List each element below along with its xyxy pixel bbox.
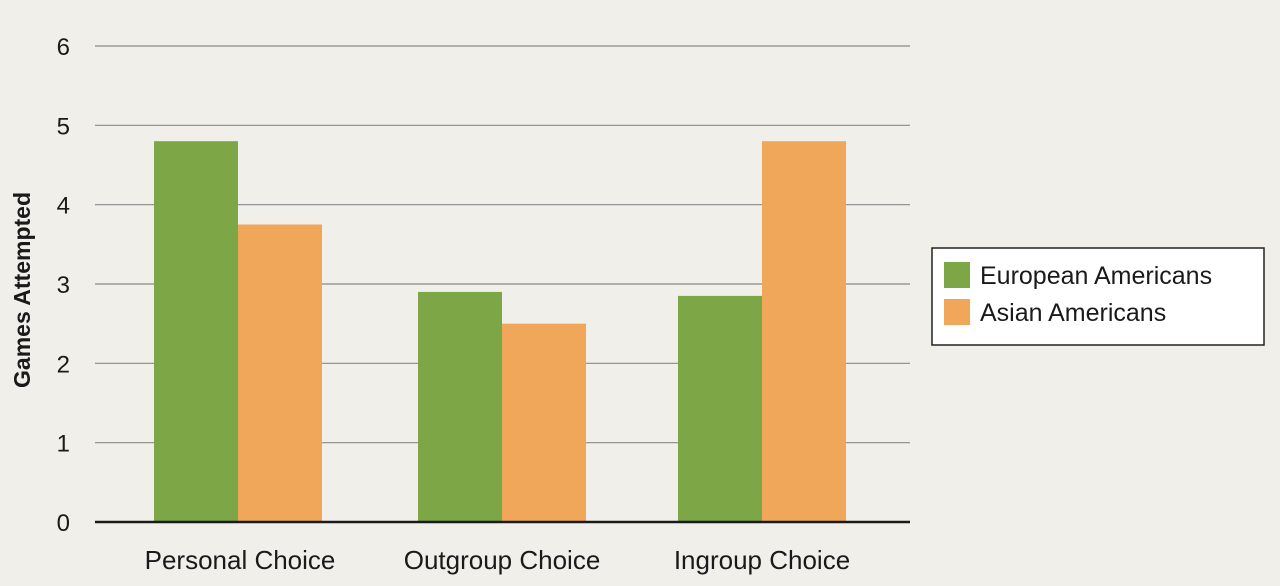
legend-swatch	[944, 299, 970, 325]
legend-label: Asian Americans	[980, 299, 1166, 327]
bar-asian-americans	[502, 323, 586, 522]
bar-european-americans	[154, 141, 238, 522]
x-category-label: Ingroup Choice	[674, 545, 850, 575]
y-tick-label: 3	[57, 272, 70, 299]
bar-european-americans	[678, 295, 762, 522]
y-tick-label: 5	[57, 113, 70, 140]
axes: 0 1 2 3 4 5 6 Personal Choice Outgroup Choice Ing…	[57, 34, 910, 575]
x-category-label: Outgroup Choice	[404, 545, 601, 575]
y-tick-label: 0	[57, 510, 70, 537]
bar-european-americans	[418, 291, 502, 522]
bar-asian-americans	[238, 224, 322, 522]
y-tick-label: 1	[57, 431, 70, 458]
bars	[154, 141, 846, 522]
y-tick-label: 2	[57, 351, 70, 378]
x-category-label: Personal Choice	[145, 545, 336, 575]
legend-swatch	[944, 262, 970, 288]
legend-label: European Americans	[980, 262, 1212, 290]
legend: European Americans Asian Americans	[931, 247, 1265, 346]
y-tick-label: 4	[57, 193, 70, 220]
bar-asian-americans	[762, 141, 846, 522]
y-tick-label: 6	[57, 34, 70, 61]
y-axis-title: Games Attempted	[9, 192, 35, 388]
legend-box	[931, 247, 1265, 346]
